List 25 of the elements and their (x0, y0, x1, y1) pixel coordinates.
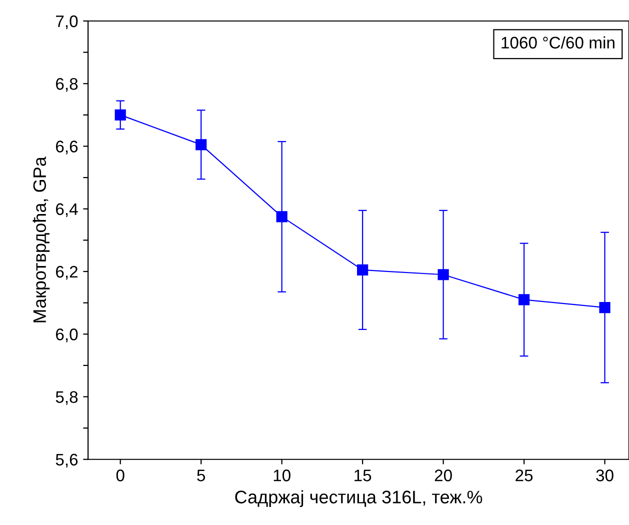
point (196, 139, 207, 150)
x-tick-label: 5 (197, 470, 206, 482)
annotation: 1060 °C/60 min (502, 36, 614, 49)
point (518, 294, 530, 306)
x-tick-label: 15 (354, 470, 372, 482)
y-tick-label: 6,4 (56, 203, 78, 218)
point (276, 211, 288, 222)
y-axis-title: Макротврдоћа, GPa (32, 156, 50, 322)
x-tick-label: 10 (274, 470, 290, 482)
x-axis-title: Садржај честица 316L, теж.% (235, 490, 482, 508)
point (114, 109, 126, 120)
y-tick-label: 5,8 (56, 391, 78, 405)
x-tick-label: 20 (434, 470, 452, 482)
x-tick-label: 25 (516, 470, 533, 482)
point (438, 269, 449, 280)
point (599, 302, 610, 314)
y-tick-label: 7,0 (56, 15, 78, 30)
point (357, 264, 368, 276)
y-tick-label: 6,2 (56, 266, 78, 280)
y-tick-label: 6,6 (56, 140, 78, 154)
y-tick-label: 6,8 (56, 78, 78, 92)
y-tick-label: 5,6 (56, 454, 78, 468)
y-tick-label: 6,0 (56, 328, 78, 342)
x-tick-label: 30 (596, 470, 614, 482)
x-tick-label: 0 (116, 470, 124, 482)
